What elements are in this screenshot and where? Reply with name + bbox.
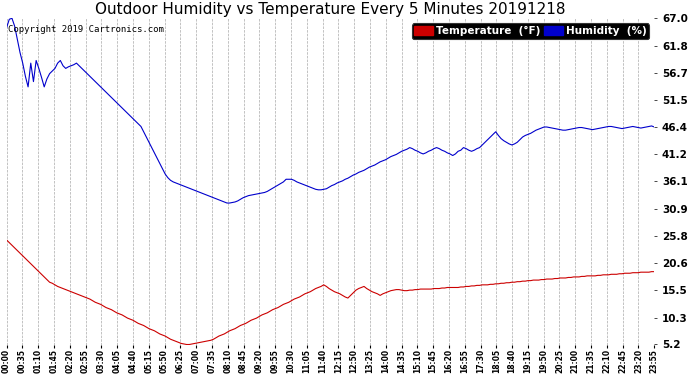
Legend: Temperature  (°F), Humidity  (%): Temperature (°F), Humidity (%) <box>412 24 649 39</box>
Text: Copyright 2019 Cartronics.com: Copyright 2019 Cartronics.com <box>8 25 164 34</box>
Title: Outdoor Humidity vs Temperature Every 5 Minutes 20191218: Outdoor Humidity vs Temperature Every 5 … <box>95 2 566 17</box>
